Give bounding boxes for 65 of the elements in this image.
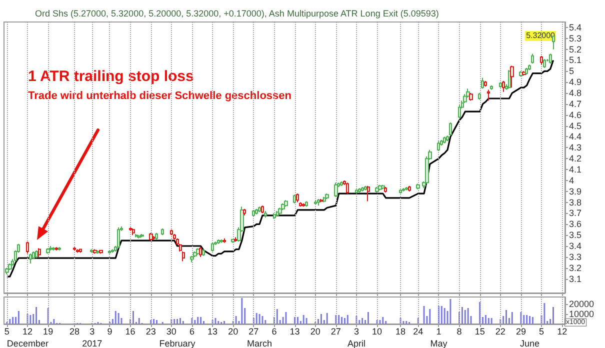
y-tick-label: 20000 xyxy=(569,299,594,309)
x2-tick-label: December xyxy=(6,338,48,348)
x-tick-label: 15 xyxy=(474,326,485,336)
x-tick-label: 18 xyxy=(396,326,406,336)
y-tick-label: 4.8 xyxy=(569,88,582,98)
x-tick-label: 20 xyxy=(310,326,320,336)
y-tick-label: 3.3 xyxy=(569,252,582,262)
x-tick-label: 5 xyxy=(538,326,544,336)
x-tick-label: 16 xyxy=(125,326,136,336)
x-tick-label: 6 xyxy=(272,326,277,336)
x-tick-label: 24 xyxy=(413,326,424,336)
y-tick-label: 3.7 xyxy=(569,208,582,218)
x-tick-label: 8 xyxy=(456,326,462,336)
y-tick-label: 5.3 xyxy=(569,33,582,44)
y-tick-label: 4.6 xyxy=(569,110,582,120)
x-tick-label: 22 xyxy=(495,326,506,336)
y-tick-label: 3.1 xyxy=(569,274,582,284)
x2-tick-label: June xyxy=(520,338,540,348)
y-tick-label: 3.9 xyxy=(569,186,582,196)
chart-title: Ord Shs (5.27000, 5.32000, 5.20000, 5.32000, +0.17000), Ash Multipurpose ATR Long Exit (5.09593) xyxy=(35,8,439,18)
annotation: 1 ATR trailing stop loss xyxy=(28,68,194,85)
y-tick-label: 3.5 xyxy=(569,230,582,240)
x-tick-label: 30 xyxy=(166,326,176,336)
x-tick-label: 20 xyxy=(228,326,238,336)
x-tick-label: 28 xyxy=(69,326,80,336)
y-tick-label: 4.3 xyxy=(569,142,582,153)
x2-tick-label: March xyxy=(247,338,272,348)
y-tick-label: 4.1 xyxy=(569,164,582,175)
x-tick-label: 1 xyxy=(436,326,442,336)
x-tick-label: 27 xyxy=(248,326,259,336)
y-tick-label: 4.9 xyxy=(569,77,582,88)
x2-tick-label: 2017 xyxy=(82,338,102,348)
x-tick-label: 5 xyxy=(4,326,10,336)
y-tick-label: 5.1 xyxy=(569,55,582,66)
x-tick-label: 3 xyxy=(354,326,359,336)
x-tick-label: 13 xyxy=(290,326,300,336)
y-tick-label: 3.8 xyxy=(569,197,582,208)
y-tick-label: 4.5 xyxy=(569,120,582,131)
x-tick-label: 13 xyxy=(208,326,218,336)
x2-tick-label: May xyxy=(430,338,448,348)
x-tick-label: 3 xyxy=(90,326,95,336)
x-tick-label: 23 xyxy=(146,326,156,336)
y-tick-label: 4.2 xyxy=(569,154,582,164)
y-tick-label: 4.4 xyxy=(569,132,582,142)
x-tick-label: 19 xyxy=(43,326,54,336)
x-tick-label: 27 xyxy=(330,326,341,336)
y-tick-label: 4.7 xyxy=(569,98,582,109)
annotation: 5.32000 xyxy=(525,31,556,42)
y-tick-label: 5 xyxy=(569,66,574,76)
x-tick-label: 6 xyxy=(189,326,194,336)
y-tick-label: 3.4 xyxy=(569,241,582,252)
x-tick-label: 12 xyxy=(22,326,33,336)
y-tick-label: 5.2 xyxy=(569,44,582,54)
y-tick-label: 5.4 xyxy=(569,22,582,32)
x-tick-label: 12 xyxy=(557,326,568,336)
x-tick-label: 29 xyxy=(516,326,526,336)
x-tick-label: 10 xyxy=(372,326,382,336)
annotation: Trade wird unterhalb dieser Schwelle geschlossen xyxy=(28,90,292,102)
x2-tick-label: February xyxy=(159,338,196,348)
y-tick-label: 3.6 xyxy=(569,219,582,230)
x-tick-label: 9 xyxy=(107,326,112,336)
y-tick-label: 4 xyxy=(569,175,574,186)
y-tick-label: 3.2 xyxy=(569,262,582,273)
x2-tick-label: April xyxy=(347,338,366,348)
y-tick-label: 10000 xyxy=(569,309,594,319)
